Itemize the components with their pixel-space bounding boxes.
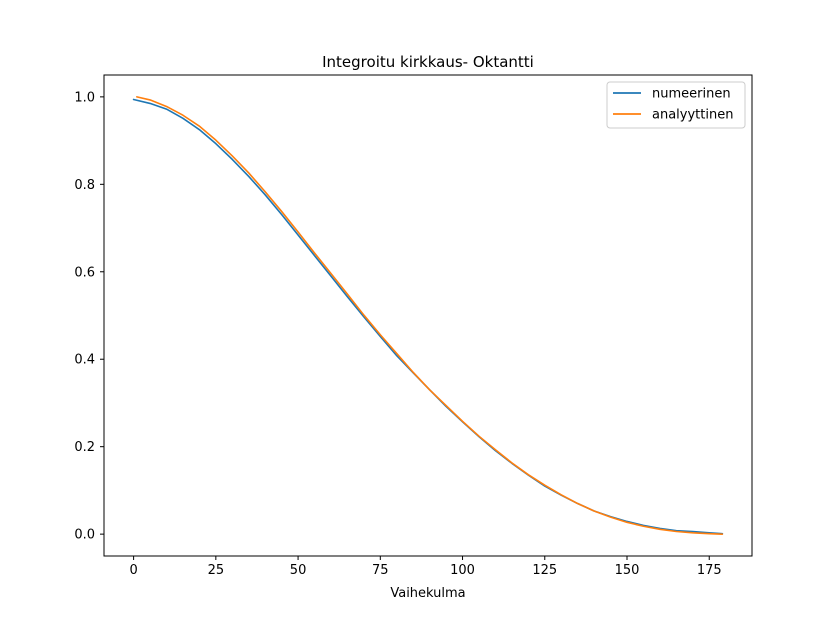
x-tick-label: 125 bbox=[532, 563, 557, 578]
legend-box bbox=[606, 81, 746, 129]
series-line-numeerinen bbox=[132, 98, 724, 535]
y-tick-label: 0.4 bbox=[74, 353, 95, 368]
legend-label-analyyttinen: analyyttinen bbox=[652, 108, 733, 123]
y-tick-label: 0.8 bbox=[74, 178, 95, 193]
x-tick-label: 150 bbox=[615, 563, 640, 578]
x-tick-label: 100 bbox=[450, 563, 475, 578]
y-tick-label: 0.6 bbox=[74, 265, 95, 280]
x-tick-label: 0 bbox=[129, 563, 137, 578]
y-tick-label: 0.0 bbox=[74, 528, 95, 543]
x-tick-label: 75 bbox=[372, 563, 389, 578]
series-line-analyyttinen bbox=[136, 96, 724, 535]
axes-frame bbox=[103, 74, 753, 557]
chart-title: Integroitu kirkkaus- Oktantti bbox=[322, 53, 534, 71]
plot-area: 0 25 50 75 100 125 150 175 0.0 0.2 0.4 0.6 0.8 1.0 bbox=[74, 74, 753, 578]
x-tick-label: 50 bbox=[290, 563, 307, 578]
x-tick-label: 175 bbox=[697, 563, 722, 578]
y-tick-label: 1.0 bbox=[74, 90, 95, 105]
y-tick-label: 0.2 bbox=[74, 440, 95, 455]
x-axis-title: Vaihekulma bbox=[390, 586, 465, 601]
legend: numeerinen analyyttinen bbox=[606, 81, 746, 129]
x-tick-label: 25 bbox=[208, 563, 225, 578]
legend-label-numeerinen: numeerinen bbox=[652, 87, 731, 102]
